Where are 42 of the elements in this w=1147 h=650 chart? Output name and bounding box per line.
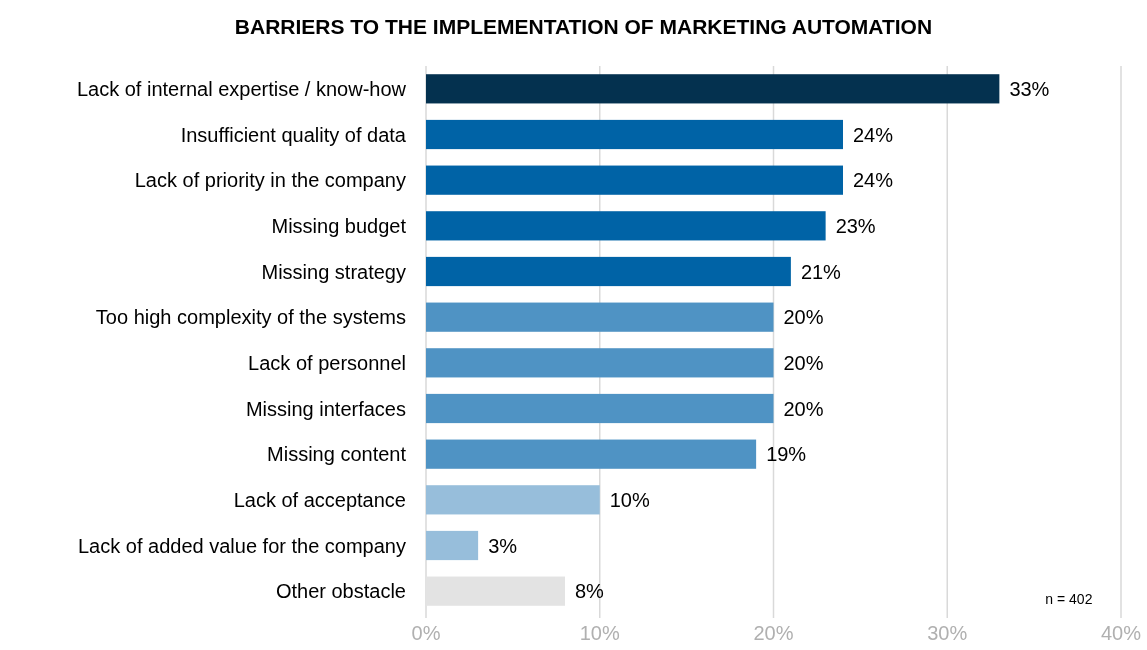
y-tick-label: Insufficient quality of data [180,123,407,146]
chart-title: BARRIERS TO THE IMPLEMENTATION OF MARKETING AUTOMATION [234,15,933,38]
y-tick-label: Lack of internal expertise / know-how [76,77,407,100]
y-tick-label: Lack of added value for the company [78,534,406,557]
data-label: 3% [488,534,518,557]
x-tick-label: 10% [579,622,620,644]
data-label: 23% [835,214,876,237]
y-tick-label: Missing content [267,443,407,466]
data-label: 21% [800,260,842,283]
x-tick-label: 40% [1100,622,1142,644]
data-label: 20% [783,351,824,374]
bar [426,393,774,424]
data-label: 24% [853,123,894,146]
data-label: 8% [575,580,605,603]
bar [426,165,843,195]
x-tick-label: 0% [411,622,441,644]
bar [426,530,479,561]
y-tick-label: Too high complexity of the systems [95,306,406,329]
annotation: n = 402 [1045,591,1093,607]
data-label: 10% [609,488,650,511]
bar [426,211,826,241]
y-tick-label: Other obstacle [275,580,406,603]
x-tick-label: 30% [927,622,968,644]
y-tick-label: Lack of acceptance [233,488,406,511]
bar [426,74,1000,104]
data-label: 20% [783,306,824,329]
bar [426,119,843,150]
y-tick-label: Lack of priority in the company [134,169,406,192]
bar [426,256,791,287]
data-label: 24% [853,169,894,192]
y-tick-label: Missing budget [271,214,407,237]
data-label: 20% [783,397,824,420]
data-label: 33% [1009,77,1050,100]
y-tick-label: Lack of personnel [248,351,406,374]
bar [426,485,600,515]
x-tick-label: 20% [753,622,794,644]
y-tick-label: Missing interfaces [245,397,406,420]
bar [426,348,774,378]
bar [426,302,774,332]
data-label: 19% [766,443,807,466]
y-tick-label: Missing strategy [261,260,406,283]
bar [426,439,757,469]
